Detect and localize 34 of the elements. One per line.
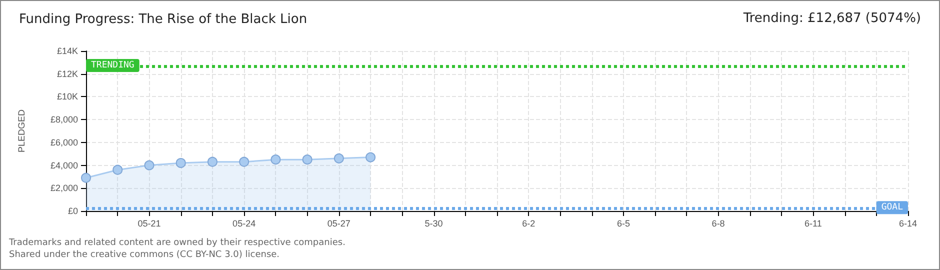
point <box>334 153 344 164</box>
y-tick-label: £10K <box>56 92 78 102</box>
point <box>144 160 154 170</box>
x-tick-label: 05-24 <box>232 218 256 228</box>
y-tick-label: £12K <box>56 68 78 79</box>
x-tick-label: 6-5 <box>616 218 630 228</box>
point <box>207 156 218 167</box>
y-tick-label: £0 <box>68 206 78 216</box>
chart-title: Funding Progress: The Rise of the Black Lion <box>19 12 308 27</box>
y-tick-label: £2,000 <box>50 183 78 194</box>
chart-subtitle: Trending: £12,687 (5074%) <box>743 11 921 26</box>
x-tick-label: 6-14 <box>898 218 918 228</box>
y-tick-label: £4,000 <box>50 160 78 170</box>
x-tick-label: 6-11 <box>804 218 822 228</box>
x-tick-label: 05-21 <box>138 218 161 228</box>
point <box>112 164 123 175</box>
ref-line-label: TRENDING <box>91 60 134 71</box>
point <box>270 154 281 165</box>
text: Trademarks and related content are owned by their respective companies. <box>9 237 346 249</box>
point <box>81 172 91 183</box>
text: Shared under the creative commons (CC BY-NC 3.0) license. <box>9 249 281 261</box>
x-tick-label: 6-8 <box>712 218 725 228</box>
point <box>239 156 250 167</box>
point <box>302 154 312 165</box>
y-tick-label: £14K <box>56 46 78 56</box>
point <box>176 158 186 168</box>
y-tick-label: £8,000 <box>50 114 78 125</box>
y-tick-label: £6,000 <box>50 137 78 148</box>
x-tick-label: 5-30 <box>424 218 443 228</box>
point <box>366 152 376 162</box>
x-tick-label: 05-27 <box>327 218 350 228</box>
x-tick-label: 6-2 <box>522 218 536 228</box>
ref-line-label: GOAL <box>881 202 903 213</box>
y-axis-title: PLEDGED <box>16 108 26 153</box>
